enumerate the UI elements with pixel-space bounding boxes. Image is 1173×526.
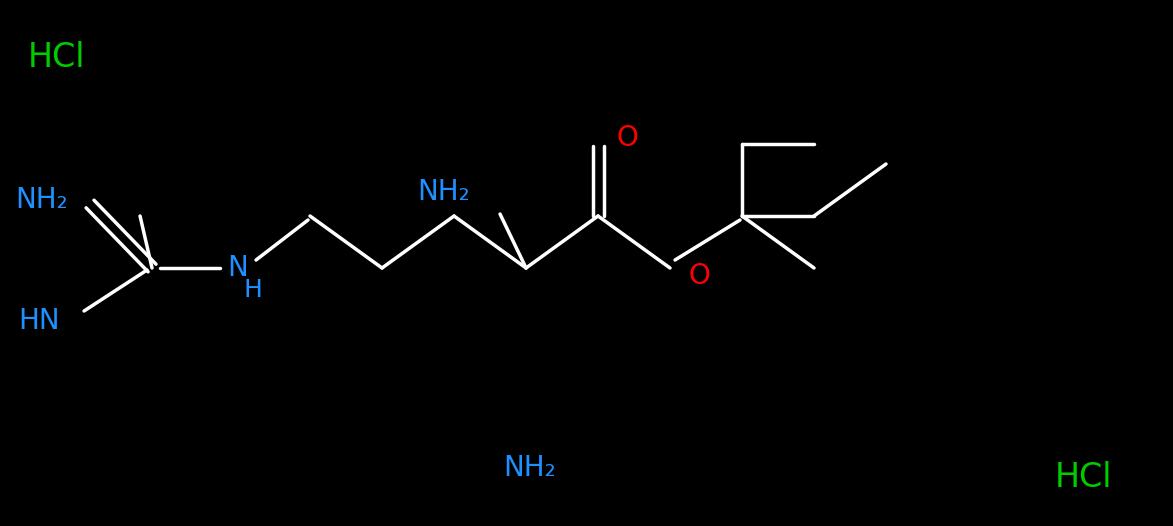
Text: NH₂: NH₂ [15, 186, 68, 214]
Text: O: O [616, 124, 638, 152]
Text: NH₂: NH₂ [418, 178, 470, 206]
Text: H: H [244, 278, 263, 302]
Text: NH₂: NH₂ [503, 454, 556, 482]
Text: N: N [228, 254, 249, 282]
Text: O: O [689, 262, 710, 290]
Text: HN: HN [19, 307, 60, 335]
Text: HCl: HCl [28, 41, 86, 74]
Text: HCl: HCl [1055, 461, 1112, 494]
